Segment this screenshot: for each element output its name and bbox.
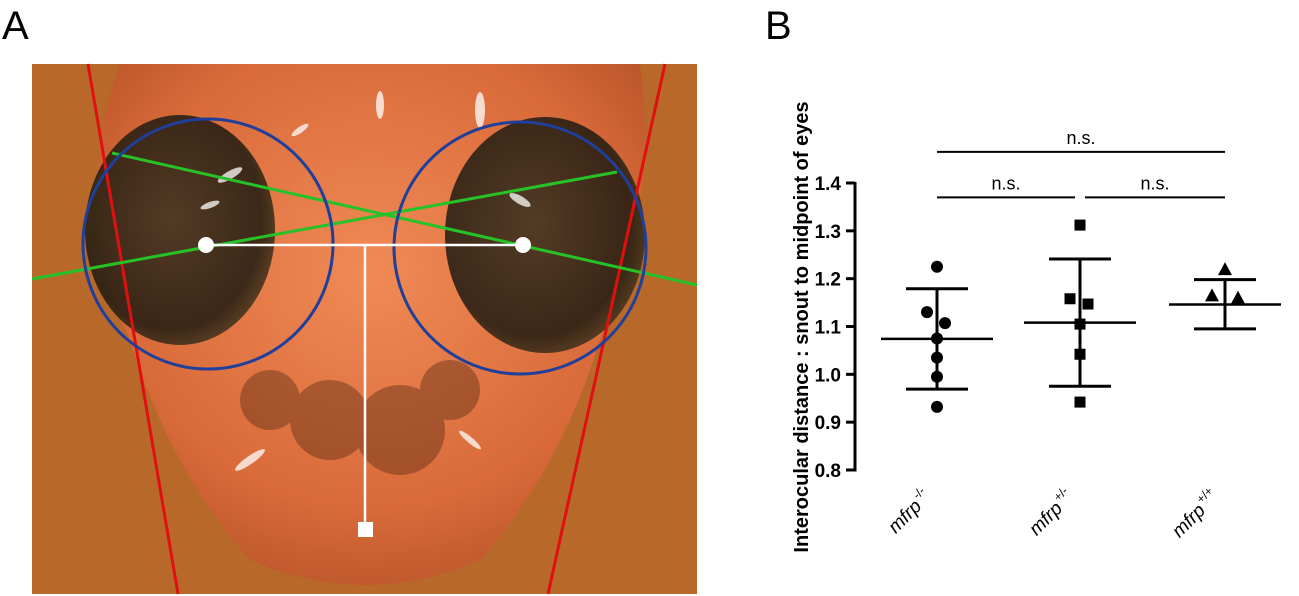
category-base: mfrp — [884, 496, 926, 538]
y-ticks: 0.8 0.9 1.0 1.1 1.2 1.3 1.4 — [815, 174, 855, 482]
y-axis-label: Interocular distance : snout to midpoint… — [791, 101, 813, 552]
y-tick-label: 1.4 — [815, 174, 842, 195]
y-tick-label: 0.9 — [815, 413, 841, 434]
data-point-square — [1074, 219, 1086, 231]
data-point-circle — [931, 400, 943, 413]
category-label: mfrp-/- — [882, 484, 936, 538]
data-point-square — [1074, 396, 1086, 408]
data-point-triangle — [1205, 288, 1219, 302]
data-point-circle — [931, 351, 943, 364]
y-tick-label: 1.2 — [815, 270, 841, 291]
panel-label-a: A — [2, 4, 29, 48]
significance-label: n.s. — [1066, 128, 1095, 148]
data-point-circle — [931, 370, 943, 383]
category-base: mfrp — [1025, 498, 1067, 540]
data-point-triangle — [1218, 262, 1232, 276]
data-point-square — [1074, 318, 1086, 330]
right-eye-center-marker — [515, 237, 531, 253]
significance-label: n.s. — [991, 173, 1020, 193]
category-base: mfrp — [1168, 500, 1210, 542]
y-tick-label: 1.3 — [815, 222, 841, 243]
data-point-triangle — [1231, 290, 1245, 304]
left-edge-line — [86, 63, 180, 595]
panel-label-b: B — [765, 4, 792, 48]
category-label: mfrp+/+ — [1165, 484, 1223, 542]
y-tick-label: 1.0 — [815, 365, 841, 386]
data-point-circle — [931, 332, 943, 345]
green-axis-line-1 — [111, 151, 698, 287]
y-tick-label: 0.8 — [815, 461, 841, 482]
category-labels: mfrp-/- mfrp+/- mfrp+/+ — [882, 484, 1223, 542]
pigment-speckles — [240, 360, 480, 475]
green-axis-line-2 — [31, 170, 618, 281]
y-tick-label: 1.1 — [815, 318, 842, 339]
data-point-circle — [921, 306, 933, 319]
right-edge-line — [546, 63, 667, 595]
snout-marker — [358, 522, 373, 537]
significance-label: n.s. — [1140, 173, 1169, 193]
data-point-circle — [939, 317, 951, 330]
significance-bars: n.s. n.s. n.s. — [937, 128, 1225, 199]
category-label: mfrp+/- — [1022, 484, 1078, 540]
data-point-square — [1064, 293, 1076, 305]
left-eye-center-marker — [198, 237, 214, 253]
data-point-square — [1082, 298, 1094, 310]
data-point-circle — [931, 260, 943, 273]
data-point-square — [1074, 348, 1086, 360]
data-groups — [881, 219, 1281, 413]
right-eye-circle — [392, 120, 648, 376]
